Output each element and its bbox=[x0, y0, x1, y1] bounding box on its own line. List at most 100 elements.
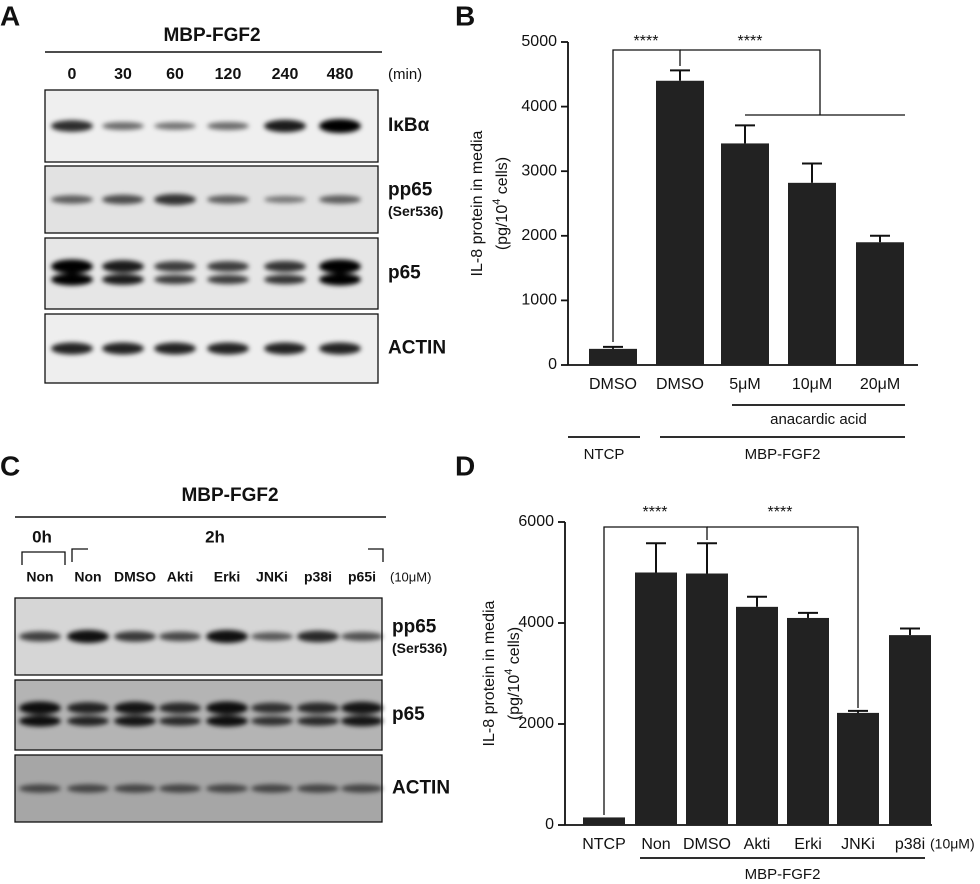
y-tick-label: 3000 bbox=[521, 162, 557, 179]
bar bbox=[788, 182, 836, 365]
lane-label: 120 bbox=[215, 66, 242, 83]
y-axis-label: IL-8 protein in media bbox=[481, 600, 498, 746]
lane-label: JNKi bbox=[256, 569, 288, 585]
row-label: ACTIN bbox=[392, 778, 450, 799]
y-axis-label: IL-8 protein in media bbox=[469, 130, 486, 276]
x-tick-label: Erki bbox=[794, 836, 822, 853]
band bbox=[102, 342, 144, 355]
bar bbox=[686, 573, 728, 825]
band bbox=[206, 701, 248, 715]
band bbox=[154, 261, 196, 272]
y-axis-unit: (pg/104 cells) bbox=[491, 157, 511, 250]
band bbox=[51, 342, 93, 355]
bracket bbox=[368, 548, 384, 562]
band bbox=[51, 195, 93, 204]
bands bbox=[51, 259, 361, 286]
lane-label: 60 bbox=[166, 66, 184, 83]
lane-label: Non bbox=[26, 569, 53, 585]
band bbox=[264, 196, 306, 203]
x-tick-label: DMSO bbox=[683, 836, 731, 853]
band bbox=[341, 715, 383, 727]
band bbox=[207, 195, 249, 204]
x-tick-label: 5μM bbox=[729, 376, 760, 393]
bands bbox=[19, 701, 383, 727]
band bbox=[319, 119, 361, 133]
y-tick-label: 4000 bbox=[521, 98, 557, 115]
lane-label: 0 bbox=[68, 66, 77, 83]
group-label: 0h bbox=[32, 527, 52, 546]
bar bbox=[656, 80, 704, 365]
bar bbox=[837, 712, 879, 825]
bar bbox=[589, 348, 637, 365]
band bbox=[67, 630, 109, 643]
band bbox=[297, 630, 339, 643]
band bbox=[114, 631, 156, 642]
y-tick-label: 2000 bbox=[518, 715, 554, 732]
bracket bbox=[21, 551, 66, 565]
bar bbox=[721, 143, 769, 365]
bracket bbox=[680, 49, 821, 115]
band bbox=[102, 194, 144, 205]
band bbox=[251, 632, 293, 641]
band bbox=[67, 784, 109, 793]
band bbox=[319, 342, 361, 355]
y-tick-label: 1000 bbox=[521, 292, 557, 309]
band bbox=[341, 784, 383, 793]
panel-letter: C bbox=[0, 450, 20, 481]
x-tick-label: p38i bbox=[895, 836, 925, 853]
band bbox=[154, 122, 196, 130]
band bbox=[341, 632, 383, 641]
lane-unit: (10μM) bbox=[390, 569, 431, 584]
bands bbox=[51, 119, 361, 133]
unit-sup: 4 bbox=[503, 669, 515, 675]
lane-label: p65i bbox=[348, 569, 376, 585]
lane-label: Akti bbox=[167, 569, 193, 585]
band bbox=[154, 194, 196, 205]
unit-sup: 4 bbox=[491, 199, 503, 205]
x-tick-label: 10μM bbox=[792, 376, 832, 393]
band bbox=[206, 784, 248, 793]
bar bbox=[583, 817, 625, 825]
lane-unit: (min) bbox=[388, 66, 422, 83]
band bbox=[159, 716, 201, 726]
band bbox=[102, 260, 144, 273]
x-tick-label: DMSO bbox=[656, 376, 704, 393]
band bbox=[67, 716, 109, 726]
lane-label: Erki bbox=[214, 569, 240, 585]
band bbox=[154, 342, 196, 355]
bands bbox=[19, 784, 383, 793]
x-tick-label: JNKi bbox=[841, 836, 875, 853]
band bbox=[19, 784, 61, 793]
y-tick-label: 6000 bbox=[518, 513, 554, 530]
band bbox=[102, 274, 144, 285]
band bbox=[114, 715, 156, 727]
bar bbox=[635, 572, 677, 825]
row-label: IκBα bbox=[388, 115, 430, 136]
y-axis-unit: (pg/104 cells) bbox=[503, 627, 523, 720]
bar bbox=[889, 635, 931, 825]
band bbox=[206, 630, 248, 643]
blot-membrane bbox=[44, 237, 379, 310]
significance: **** bbox=[634, 33, 659, 50]
bracket bbox=[603, 526, 708, 815]
bracket bbox=[707, 526, 859, 708]
bands bbox=[19, 630, 383, 643]
bands bbox=[51, 342, 361, 355]
band bbox=[251, 784, 293, 793]
band bbox=[319, 259, 361, 274]
band bbox=[341, 701, 383, 715]
band bbox=[297, 784, 339, 793]
bar bbox=[736, 606, 778, 825]
band bbox=[51, 120, 93, 132]
band bbox=[251, 702, 293, 714]
row-sublabel: (Ser536) bbox=[388, 203, 443, 219]
x-tick-label: Non bbox=[641, 836, 670, 853]
bar bbox=[856, 242, 904, 365]
row-label: pp65 bbox=[388, 180, 433, 201]
significance: **** bbox=[768, 504, 793, 521]
group-label: MBP-FGF2 bbox=[745, 446, 821, 463]
row-label: p65 bbox=[392, 704, 425, 725]
lane-label: 480 bbox=[327, 66, 354, 83]
band bbox=[207, 261, 249, 272]
